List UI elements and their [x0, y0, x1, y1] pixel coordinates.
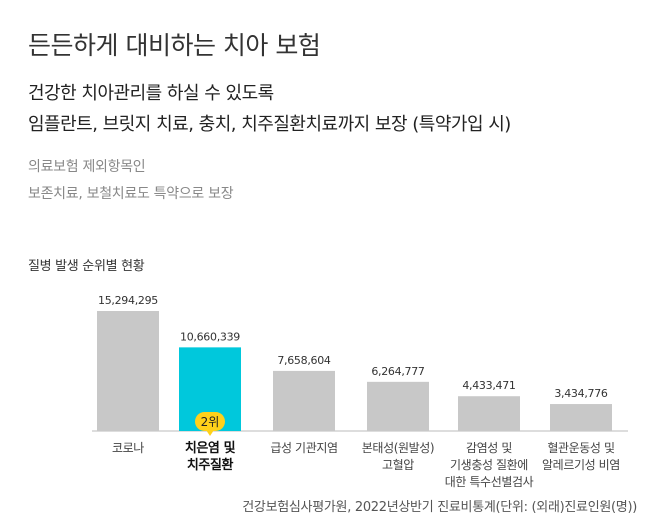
data-label-2: 10,660,339 [180, 330, 240, 343]
category-label-4-line-1: 본태성(원발성) [362, 441, 434, 455]
subtitle-line-2: 임플란트, 브릿지 치료, 충치, 치주질환치료까지 보장 (특약가입 시) [28, 114, 511, 135]
data-label-1: 15,294,295 [98, 294, 158, 307]
data-label-5: 4,433,471 [462, 379, 515, 392]
category-label-6-line-2: 알레르기성 비염 [542, 458, 620, 472]
bar-4 [367, 381, 429, 431]
page-title: 든든하게 대비하는 치아 보험 [28, 31, 321, 60]
category-label-4-line-2: 고혈압 [382, 458, 414, 472]
bar-3 [273, 370, 335, 431]
category-label-3-line-1: 급성 기관지염 [270, 441, 337, 455]
chart-title: 질병 발생 순위별 현황 [28, 259, 145, 274]
data-label-6: 3,434,776 [554, 387, 608, 400]
rank-badge-label: 2위 [201, 415, 220, 429]
data-label-4: 6,264,777 [371, 365, 425, 378]
note-line-2: 보존치료, 보철치료도 특약으로 보장 [28, 186, 234, 202]
category-label-5-line-1: 감염성 및 [466, 441, 512, 455]
subtitle-line-1: 건강한 치아관리를 하실 수 있도록 [28, 83, 274, 104]
rank-badge [195, 412, 225, 431]
source-note: 건강보험심사평가원, 2022년상반기 진료비통계(단위: (외래)진료인원(명… [242, 500, 637, 515]
note-line-1: 의료보험 제외항목인 [28, 159, 146, 175]
category-label-2-line-2: 치주질환 [187, 457, 234, 473]
category-label-5-line-3: 대한 특수선별검사 [445, 475, 534, 489]
bar-6 [550, 404, 612, 431]
category-label-5-line-2: 기생충성 질환에 [450, 458, 528, 472]
data-label-3: 7,658,604 [277, 354, 331, 367]
rank-badge-pointer [206, 430, 214, 436]
category-label-6-line-1: 혈관운동성 및 [547, 441, 615, 455]
category-label-2-line-1: 치은염 및 [185, 440, 236, 456]
bar-1 [97, 311, 159, 431]
bar-5 [458, 396, 520, 431]
category-label-1-line-1: 코로나 [112, 441, 144, 455]
